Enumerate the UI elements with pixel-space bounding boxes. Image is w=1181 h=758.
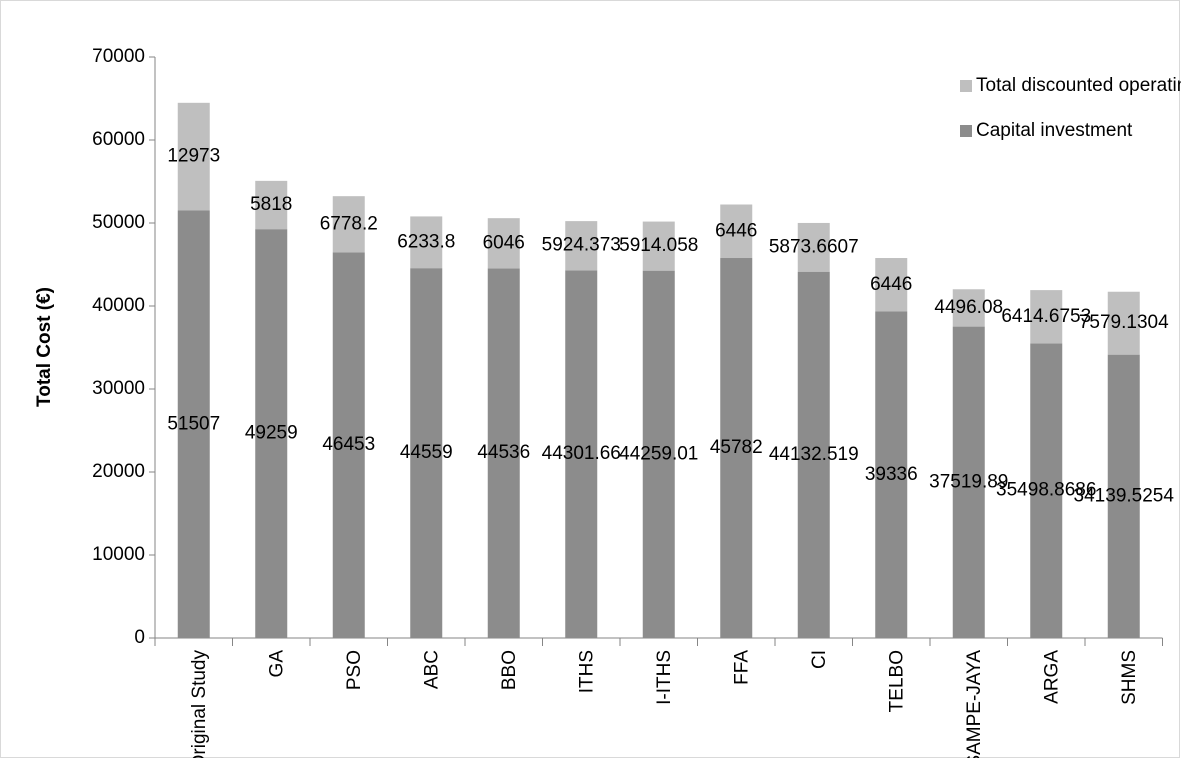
data-label: 44259.01 — [619, 443, 698, 464]
y-axis-title: Total Cost (€) — [34, 287, 55, 407]
data-label: 44536 — [477, 442, 530, 463]
data-label: 44132.519 — [769, 444, 859, 465]
bar-segment — [952, 289, 985, 327]
bar-segment — [332, 196, 365, 253]
data-label: 5914.058 — [619, 235, 698, 256]
x-tick-label: SHMS — [1119, 650, 1140, 705]
x-tick-label: CI — [809, 650, 830, 669]
y-tick-label: 40000 — [92, 295, 145, 316]
bar-segment — [642, 270, 675, 638]
x-tick-label: I-ITHS — [654, 650, 675, 705]
y-tick-label: 20000 — [92, 461, 145, 482]
x-tick-label: ITHS — [576, 650, 597, 693]
x-tick-label: BBO — [499, 650, 520, 690]
x-tick-label: Original Study — [189, 650, 210, 758]
data-label: 45782 — [710, 437, 763, 458]
data-label: 6778.2 — [320, 213, 378, 234]
bar-segment — [332, 252, 365, 638]
bar-segment — [797, 222, 830, 272]
bar-segment — [875, 311, 908, 638]
x-tick-label: ABC — [421, 650, 442, 689]
bar-segment — [642, 221, 675, 271]
data-label: 39336 — [865, 464, 918, 485]
data-label: 44301.66 — [542, 443, 621, 464]
data-label: 12973 — [167, 146, 220, 167]
bar-segment — [565, 270, 598, 638]
y-tick-label: 70000 — [92, 46, 145, 67]
y-tick-label: 60000 — [92, 129, 145, 150]
bar-segment — [875, 258, 908, 312]
bar-segment — [952, 326, 985, 638]
legend-swatch — [960, 125, 972, 137]
data-label: 4496.08 — [934, 297, 1003, 318]
data-label: 6446 — [870, 274, 912, 295]
bar-segment — [487, 218, 520, 269]
x-tick-label: SAMPE-JAYA — [964, 650, 985, 758]
x-tick-label: PSO — [344, 650, 365, 690]
y-tick-label: 30000 — [92, 378, 145, 399]
bar-segment — [1030, 290, 1063, 344]
x-tick-label: GA — [266, 650, 287, 678]
bar-segment — [797, 271, 830, 638]
legend-label: Capital investment — [976, 120, 1133, 141]
data-label: 51507 — [167, 413, 220, 434]
data-label: 46453 — [322, 434, 375, 455]
bar-segment — [177, 102, 210, 211]
bar-segment — [720, 258, 753, 638]
data-label: 6046 — [483, 232, 525, 253]
data-label: 6233.8 — [397, 231, 455, 252]
data-label: 35498.8686 — [996, 480, 1096, 501]
y-tick-label: 50000 — [92, 212, 145, 233]
data-label: 5924.373 — [542, 235, 621, 256]
x-tick-label: FFA — [731, 650, 752, 685]
bar-segment — [1107, 291, 1140, 355]
data-label: 37519.89 — [929, 471, 1008, 492]
x-tick-label: TELBO — [886, 650, 907, 712]
data-label: 49259 — [245, 423, 298, 444]
y-tick-label: 10000 — [92, 544, 145, 565]
bar-segment — [1107, 354, 1140, 638]
data-label: 6446 — [715, 220, 757, 241]
legend-label: Total discounted operating cost — [976, 75, 1181, 96]
bar-segment — [1030, 343, 1063, 638]
bar-segment — [255, 229, 288, 638]
data-label: 7579.1304 — [1079, 312, 1169, 333]
bar-segment — [410, 268, 443, 638]
legend-swatch — [960, 80, 972, 92]
y-tick-label: 0 — [134, 627, 145, 648]
data-label: 5818 — [250, 194, 292, 215]
data-label: 5873.6607 — [769, 236, 859, 257]
x-tick-label: ARGA — [1041, 650, 1062, 704]
data-label: 44559 — [400, 442, 453, 463]
bar-segment — [720, 204, 753, 259]
bar-segment — [410, 216, 443, 269]
bar-segment — [487, 268, 520, 638]
data-label: 34139.5254 — [1074, 485, 1175, 506]
bar-segment — [565, 221, 598, 271]
bar-segment — [255, 180, 288, 230]
data-label: 6414.6753 — [1001, 306, 1091, 327]
bar-segment — [177, 210, 210, 639]
